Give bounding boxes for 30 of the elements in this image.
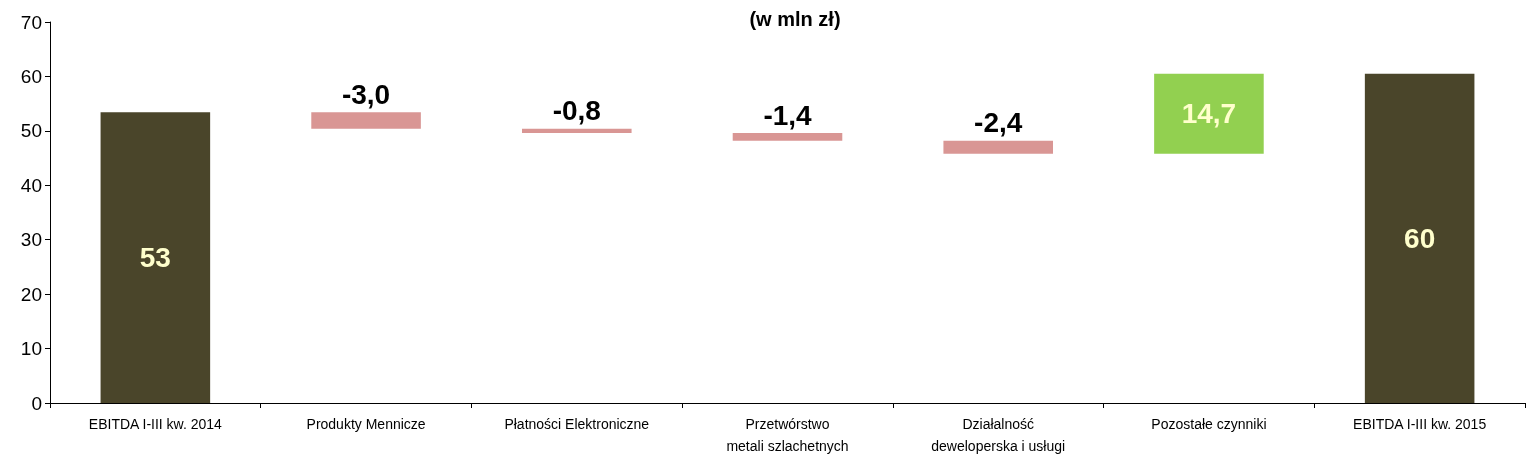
x-tick-label: EBITDA I-III kw. 2014	[88, 416, 223, 432]
data-label: -1,4	[763, 99, 813, 131]
y-tick-label: 30	[20, 229, 42, 251]
data-label: 60	[1404, 222, 1436, 254]
y-tick-label: 50	[20, 120, 42, 142]
x-tick-label: Działalność deweloperska i usługi	[931, 416, 1066, 454]
y-tick-label: 60	[20, 65, 42, 87]
x-tick-label: Produkty Mennicze	[306, 416, 426, 432]
bar	[1364, 73, 1475, 403]
chart-title: (w mln zł)	[749, 8, 841, 30]
data-label: 14,7	[1181, 98, 1237, 130]
bar	[311, 112, 421, 129]
bar	[943, 140, 1053, 154]
y-tick-label: 20	[20, 283, 42, 305]
data-label: -0,8	[552, 95, 601, 127]
bar	[522, 128, 632, 134]
y-tick-label: 10	[20, 338, 42, 360]
data-label: -2,4	[974, 107, 1023, 139]
bar	[732, 133, 843, 141]
y-tick-label: 40	[20, 174, 42, 196]
x-tick-label: Płatności Elektroniczne	[504, 416, 650, 432]
y-tick-label: 70	[20, 11, 42, 33]
y-tick-label: 0	[31, 392, 42, 414]
data-label: -3,0	[341, 78, 391, 110]
x-tick-label: Pozostałe czynniki	[1151, 416, 1267, 432]
x-tick-label: Przetwórstwo metali szlachetnych	[726, 416, 849, 454]
x-tick-label: EBITDA I-III kw. 2015	[1353, 416, 1487, 432]
bar	[1154, 73, 1264, 154]
data-label: 53	[139, 242, 171, 274]
bar	[100, 112, 211, 403]
